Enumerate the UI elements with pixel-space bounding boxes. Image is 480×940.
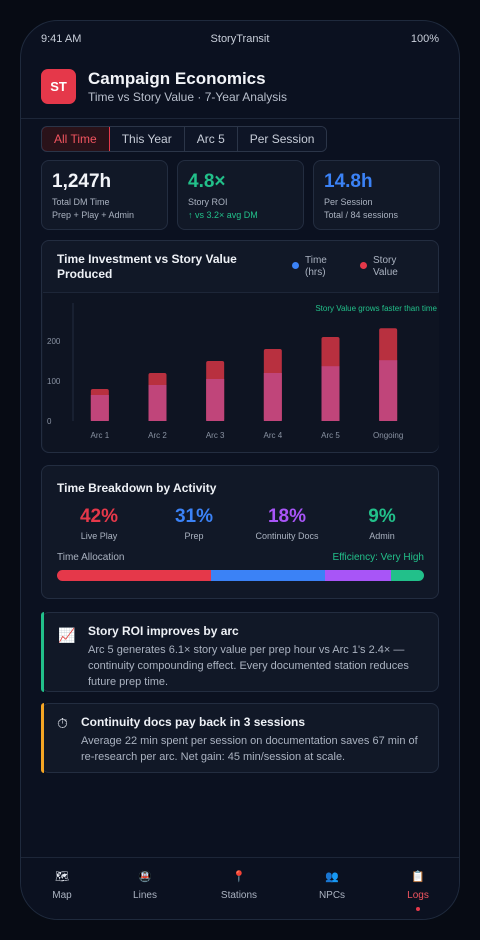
activity-percent: 18% xyxy=(267,506,307,527)
legend-dot xyxy=(292,262,299,269)
tab-all-time[interactable]: All Time xyxy=(42,127,110,151)
breakdown-card: Time Breakdown by Activity 42% Live Play… xyxy=(41,465,439,599)
legend-dot xyxy=(360,262,367,269)
map-icon: 🗺 xyxy=(55,871,69,883)
app-header: ST Campaign Economics Time vs Story Valu… xyxy=(41,69,439,105)
metro-icon: 🚇 xyxy=(138,871,152,883)
allocation-segment xyxy=(211,570,325,581)
stat-label: Total DM Time xyxy=(52,197,110,207)
nav-label: Map xyxy=(52,890,72,901)
stat-value: 14.8h xyxy=(324,171,373,192)
nav-item-lines[interactable]: 🚇 Lines xyxy=(105,870,185,901)
nav-item-stations[interactable]: 📍 Stations xyxy=(199,870,279,901)
people-icon: 👥 xyxy=(325,871,339,883)
status-time: 9:41 AM xyxy=(41,33,82,45)
activity-continuity-docs: 18% Continuity Docs xyxy=(242,506,332,541)
chart-card: Time Investment vs Story Value Produced … xyxy=(41,240,439,453)
bar-time-hours xyxy=(148,385,167,421)
tab-per-session[interactable]: Per Session xyxy=(237,127,327,151)
y-tick-label: 200 xyxy=(47,337,61,346)
phone-frame: 9:41 AM StoryTransit 100% ST Campaign Ec… xyxy=(20,20,460,920)
pin-icon: 📍 xyxy=(232,871,246,883)
header-divider xyxy=(21,118,459,119)
bar-time-hours xyxy=(263,373,282,421)
tab-this-year[interactable]: This Year xyxy=(109,127,185,151)
activity-label: Prep xyxy=(184,531,204,541)
bar-time-hours xyxy=(206,379,225,421)
insight-title: Story ROI improves by arc xyxy=(88,624,239,638)
allocation-bar xyxy=(57,570,424,581)
y-tick-label: 0 xyxy=(47,417,52,426)
active-indicator xyxy=(416,907,420,911)
page-subtitle: Time vs Story Value · 7-Year Analysis xyxy=(88,90,287,104)
bar-time-hours xyxy=(90,395,109,421)
stat-detail: Prep + Play + Admin xyxy=(52,210,135,220)
stat-card-story-roi: 4.8× Story ROI ↑ vs 3.2× avg DM xyxy=(177,160,304,230)
insight-card-continuity: ⏱ Continuity docs pay back in 3 sessions… xyxy=(41,703,439,773)
chart-up-icon: 📈 xyxy=(58,627,76,643)
nav-label: NPCs xyxy=(318,890,346,901)
activity-percent: 31% xyxy=(174,506,214,527)
bar-chart: 0 100 200 Arc 1 Arc 2 Arc 3 Arc 4 Arc 5 Ongoing S… xyxy=(47,303,438,440)
status-bar: 9:41 AM StoryTransit 100% xyxy=(41,33,439,49)
activity-percent: 42% xyxy=(79,506,119,527)
time-range-tabs: All Time This Year Arc 5 Per Session xyxy=(41,126,328,152)
stopwatch-icon: ⏱ xyxy=(57,715,68,731)
activity-prep: 31% Prep xyxy=(149,506,239,541)
chart-annotation: Story Value grows faster than time xyxy=(315,304,437,313)
activity-percent: 9% xyxy=(368,506,396,527)
x-tick-label: Ongoing xyxy=(373,431,403,440)
stat-value: 4.8× xyxy=(188,171,226,192)
nav-label: Logs xyxy=(407,890,429,901)
activity-label: Live Play xyxy=(80,531,118,541)
efficiency-label: Efficiency: Very High xyxy=(332,552,424,563)
x-tick-label: Arc 3 xyxy=(206,431,225,440)
nav-label: Stations xyxy=(220,890,258,901)
insight-body: Average 22 min spent per session on docu… xyxy=(81,735,418,763)
bottom-nav: 🗺 Map 🚇 Lines 📍 Stations 👥 NPCs 📋 Logs xyxy=(21,857,459,919)
insight-title: Continuity docs pay back in 3 sessions xyxy=(81,715,306,729)
status-battery: 100% xyxy=(410,33,439,45)
activity-admin: 9% Admin xyxy=(337,506,427,541)
insight-accent xyxy=(41,612,44,692)
activity-live-play: 42% Live Play xyxy=(54,506,144,541)
stat-label: Story ROI xyxy=(188,197,228,207)
x-tick-label: Arc 2 xyxy=(148,431,167,440)
allocation-label: Time Allocation xyxy=(57,552,125,563)
stat-detail: Total / 84 sessions xyxy=(324,210,399,220)
bar-time-hours xyxy=(379,360,398,421)
insight-card-roi: 📈 Story ROI improves by arc Arc 5 genera… xyxy=(41,612,439,692)
insight-body: Arc 5 generates 6.1× story value per pre… xyxy=(88,644,409,688)
nav-item-logs[interactable]: 📋 Logs xyxy=(378,870,458,911)
x-tick-label: Arc 4 xyxy=(263,431,282,440)
activity-label: Continuity Docs xyxy=(255,531,319,541)
x-tick-label: Arc 1 xyxy=(90,431,109,440)
clipboard-icon: 📋 xyxy=(411,871,425,883)
app-logo: ST xyxy=(41,69,76,104)
x-tick-label: Arc 5 xyxy=(321,431,340,440)
breakdown-title: Time Breakdown by Activity xyxy=(57,481,217,495)
legend-label: Time (hrs) xyxy=(305,255,327,278)
legend-label: Story Value xyxy=(373,255,398,278)
nav-item-map[interactable]: 🗺 Map xyxy=(22,870,102,901)
activity-label: Admin xyxy=(369,531,395,541)
allocation-segment xyxy=(324,570,391,581)
nav-label: Lines xyxy=(133,890,157,901)
chart-title: Time Investment vs Story Value Produced xyxy=(57,252,237,281)
bar-time-hours xyxy=(321,366,340,421)
chart-plot-area: 0 100 200 Arc 1 Arc 2 Arc 3 Arc 4 Arc 5 Ongoing S… xyxy=(43,292,439,452)
stat-card-per-session: 14.8h Per Session Total / 84 sessions xyxy=(313,160,440,230)
page-title: Campaign Economics xyxy=(88,69,266,88)
status-carrier: StoryTransit xyxy=(210,33,270,45)
insight-accent xyxy=(41,703,44,773)
stat-detail: ↑ vs 3.2× avg DM xyxy=(188,210,258,220)
stat-value: 1,247h xyxy=(52,171,112,192)
stat-label: Per Session xyxy=(324,197,373,207)
allocation-segment xyxy=(390,570,424,581)
allocation-segment xyxy=(57,570,212,581)
stat-card-total-time: 1,247h Total DM Time Prep + Play + Admin xyxy=(41,160,168,230)
y-tick-label: 100 xyxy=(47,377,61,386)
tab-arc-5[interactable]: Arc 5 xyxy=(184,127,238,151)
nav-item-npcs[interactable]: 👥 NPCs xyxy=(292,870,372,901)
